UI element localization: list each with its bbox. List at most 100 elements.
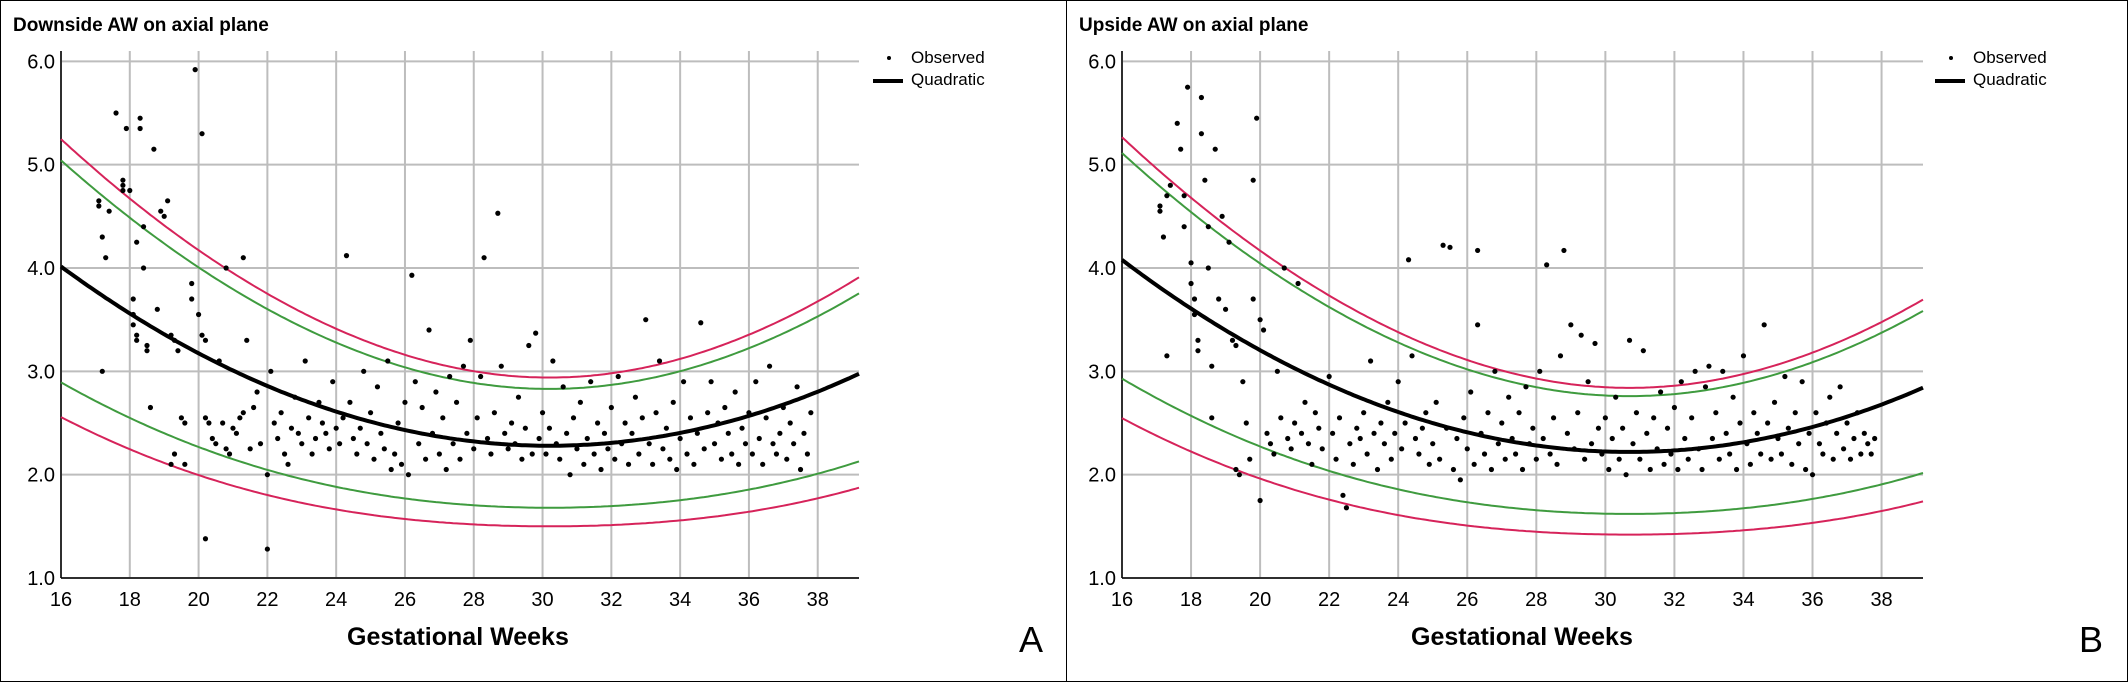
observed-point [1495, 441, 1501, 447]
observed-point [1785, 425, 1791, 431]
observed-point [543, 451, 549, 457]
observed-point [1430, 441, 1436, 447]
observed-point [140, 265, 147, 271]
observed-point [1872, 435, 1878, 442]
observed-point [1309, 461, 1315, 467]
x-axis-label: Gestational Weeks [347, 623, 569, 651]
observed-point [1516, 410, 1522, 416]
observed-point [749, 451, 755, 457]
x-tick-label: 26 [1456, 589, 1478, 611]
observed-point [598, 466, 604, 473]
observed-point [402, 399, 408, 405]
observed-point [1561, 247, 1567, 254]
observed-point [1364, 451, 1370, 457]
observed-point [505, 446, 511, 452]
observed-point [1402, 420, 1408, 426]
observed-point [1771, 399, 1778, 405]
observed-point [457, 456, 463, 462]
prediction-interval-upper [1121, 136, 1924, 389]
observed-point [1423, 410, 1429, 416]
observed-point [605, 446, 611, 452]
observed-point [1488, 466, 1495, 473]
observed-point [1806, 430, 1812, 436]
observed-point [1250, 296, 1256, 302]
observed-point [1820, 451, 1826, 457]
observed-point [1468, 389, 1474, 395]
observed-point [615, 373, 621, 380]
observed-point [1178, 146, 1184, 152]
observed-point [1575, 410, 1581, 416]
observed-point [636, 451, 642, 457]
observed-point [1347, 441, 1353, 447]
observed-point [546, 425, 553, 431]
observed-point [275, 435, 281, 442]
observed-point [1216, 296, 1222, 302]
observed-point [171, 451, 178, 457]
observed-point [419, 404, 425, 411]
panel-letter: A [1019, 619, 1044, 660]
observed-point [326, 446, 332, 452]
observed-point [1847, 456, 1854, 462]
legend-label: Observed [1973, 48, 2047, 67]
observed-point [333, 425, 339, 431]
observed-point [388, 466, 394, 473]
observed-point [1868, 451, 1874, 457]
observed-point [560, 384, 566, 390]
observed-point [787, 420, 793, 426]
observed-point [1381, 441, 1387, 447]
observed-point [127, 187, 133, 194]
observed-point [1678, 379, 1684, 385]
observed-point [1288, 446, 1294, 452]
observed-point [1212, 146, 1218, 152]
observed-point [1340, 492, 1346, 498]
observed-point [182, 461, 188, 467]
observed-point [199, 332, 205, 338]
observed-point [1837, 384, 1843, 390]
x-tick-label: 20 [1249, 589, 1271, 611]
observed-point [736, 461, 742, 467]
observed-point [233, 430, 240, 436]
legend-item-quadratic: Quadratic [1933, 69, 2047, 91]
observed-point [471, 446, 477, 452]
observed-point [1682, 435, 1688, 442]
observed-point [1813, 410, 1819, 416]
observed-point [1292, 420, 1298, 426]
observed-point [1537, 368, 1543, 374]
observed-point [96, 198, 102, 204]
observed-point [151, 146, 157, 152]
y-tick-label: 3.0 [27, 361, 55, 383]
chart-legend: Observed Quadratic [1933, 47, 2047, 91]
observed-point [312, 435, 319, 442]
observed-point [1316, 425, 1322, 431]
observed-point [175, 348, 181, 354]
observed-point [1564, 430, 1570, 436]
observed-point [794, 384, 800, 390]
observed-point [1305, 441, 1312, 447]
observed-point [722, 404, 728, 411]
observed-point [1285, 435, 1291, 442]
observed-point [742, 441, 749, 447]
observed-point [288, 425, 295, 431]
observed-point [426, 327, 432, 333]
observed-point [557, 456, 563, 462]
x-tick-label: 22 [256, 589, 278, 611]
observed-point [1457, 477, 1463, 483]
confidence-band-lower [1121, 377, 1924, 515]
observed-point [1637, 456, 1643, 462]
observed-point [158, 208, 164, 214]
observed-point [718, 456, 725, 462]
observed-point [1236, 472, 1242, 478]
x-tick-label: 16 [1111, 589, 1133, 611]
observed-point [1267, 441, 1274, 447]
observed-point [725, 430, 731, 436]
y-tick-label: 5.0 [27, 155, 55, 177]
observed-point [701, 446, 707, 452]
observed-point [202, 415, 209, 421]
observed-point [1740, 353, 1747, 359]
observed-point [1830, 456, 1836, 462]
observed-point [1461, 415, 1467, 421]
observed-point [1247, 456, 1253, 462]
observed-point [1167, 182, 1173, 188]
x-tick-label: 30 [531, 589, 553, 611]
observed-point [1803, 466, 1809, 473]
